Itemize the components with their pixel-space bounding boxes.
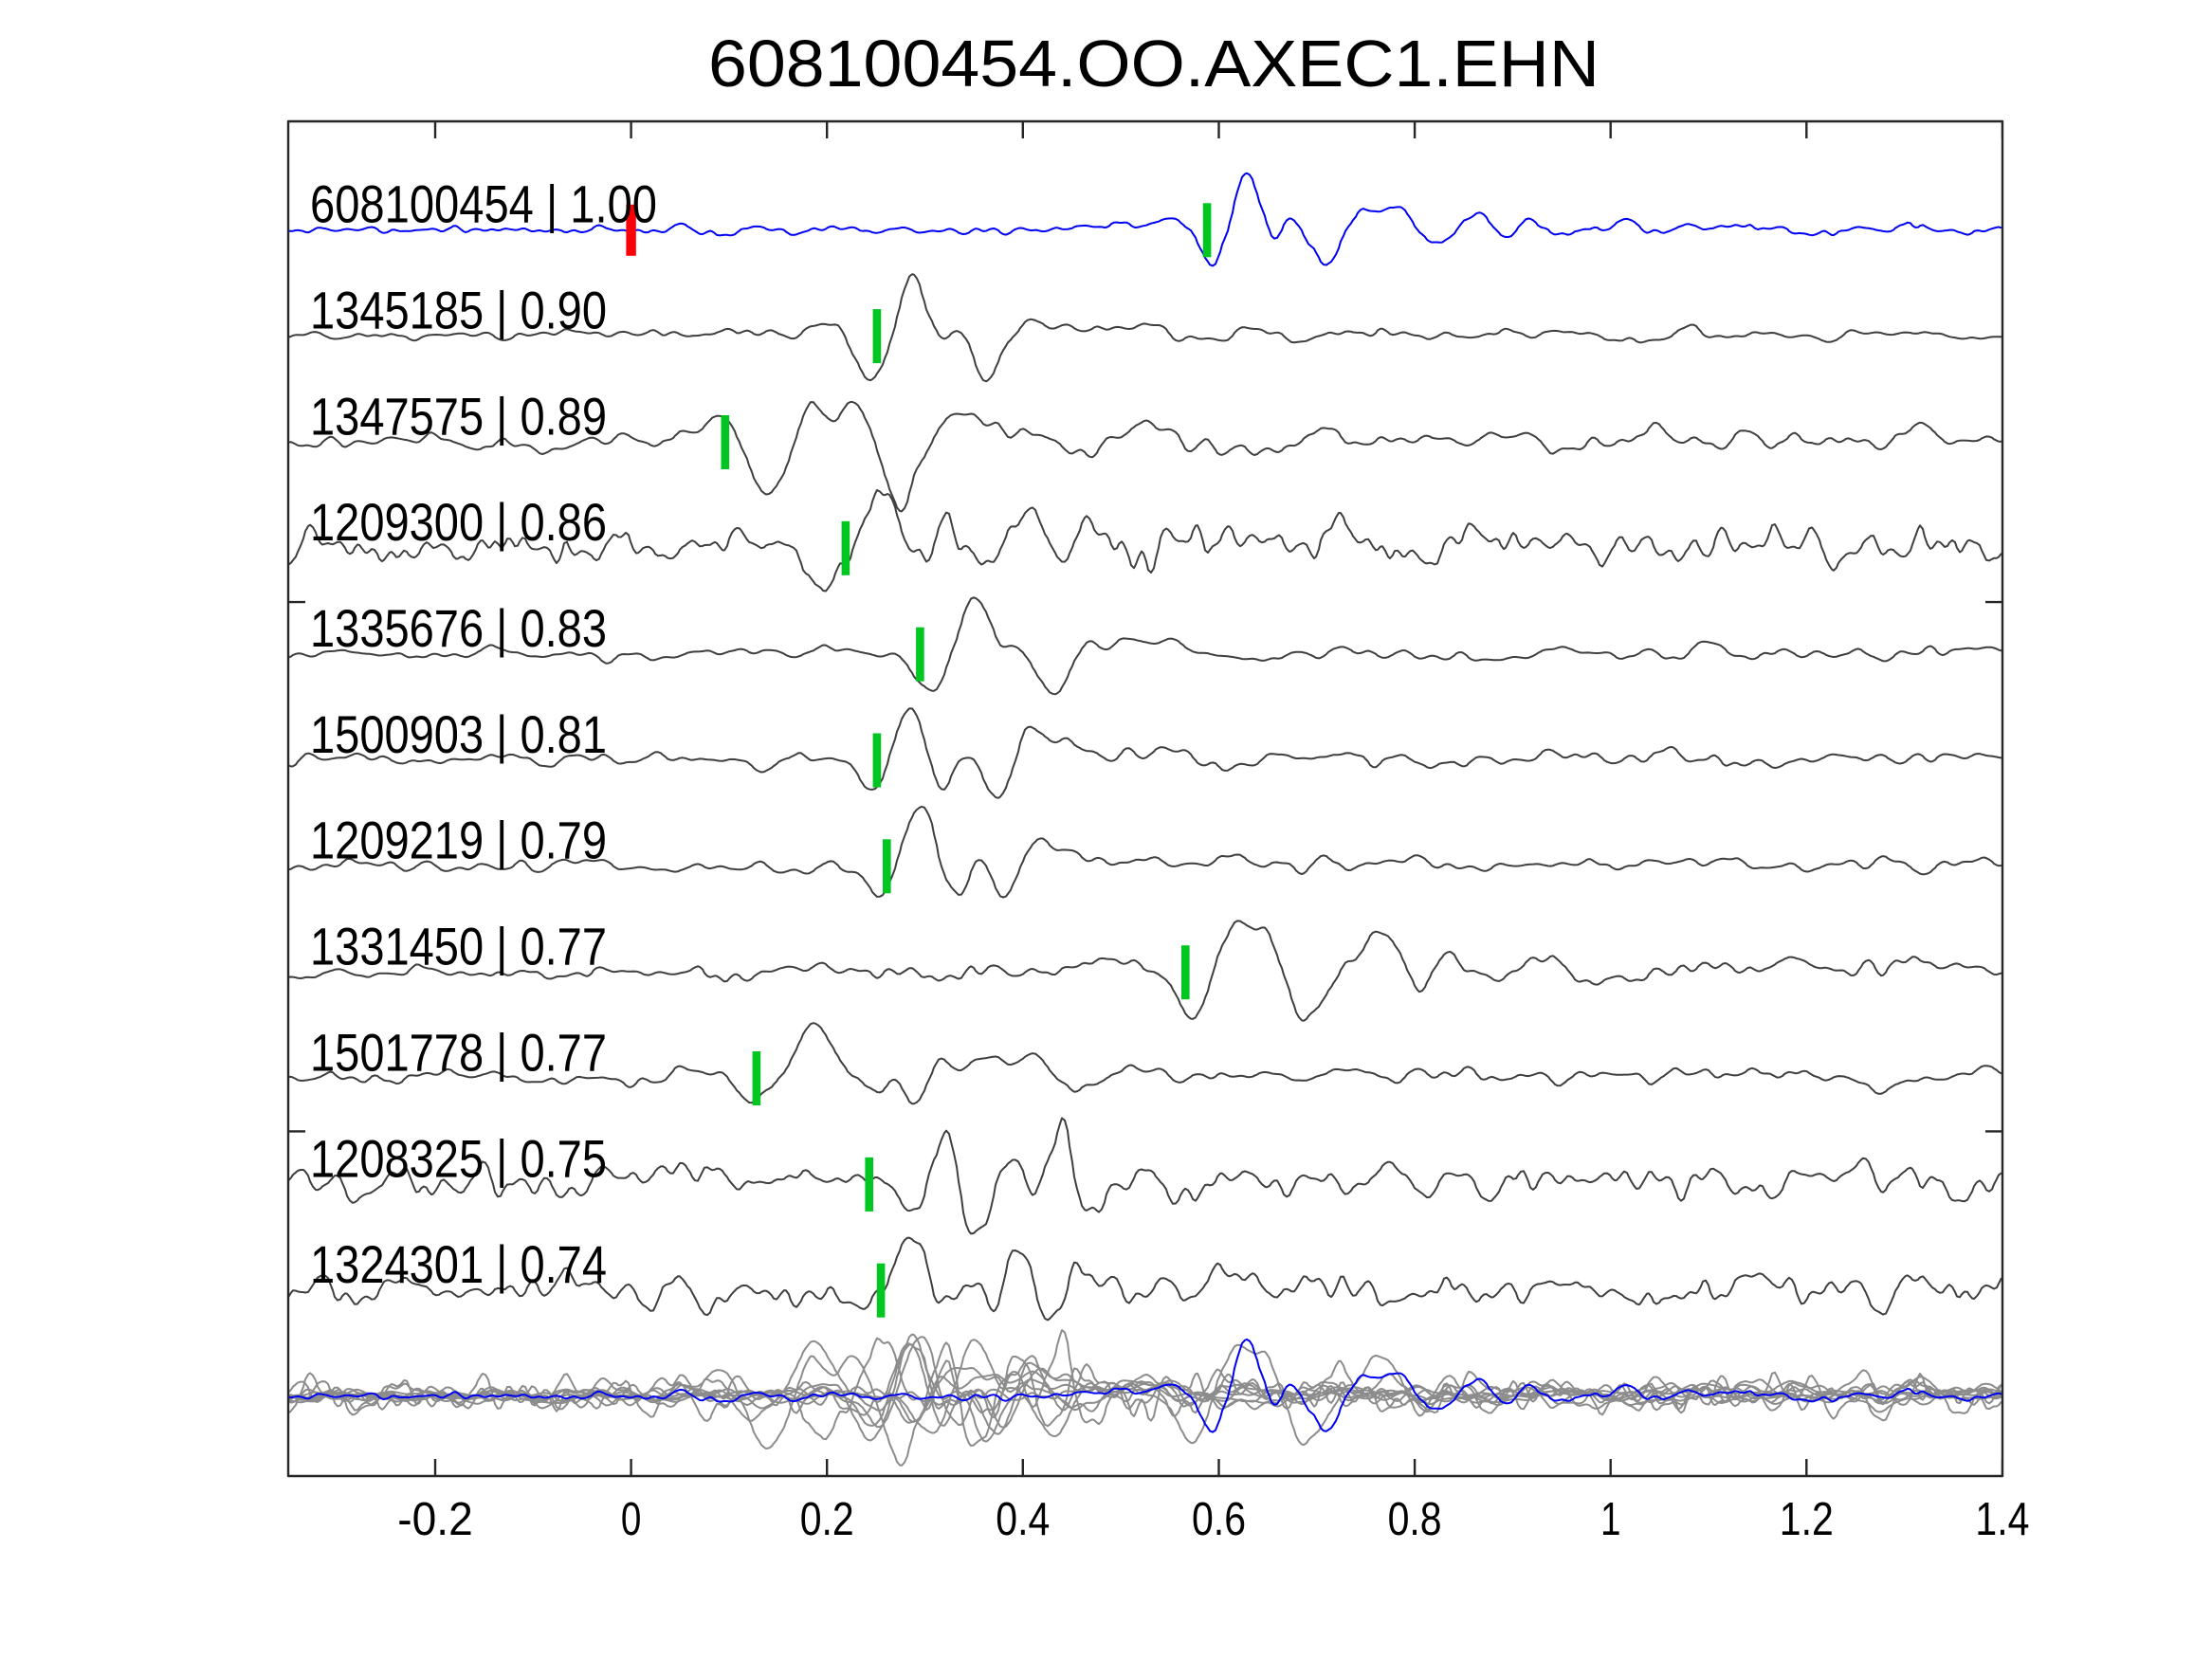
svg-text:608100454.OO.AXEC1.EHN: 608100454.OO.AXEC1.EHN: [708, 27, 1600, 100]
svg-text:1209219 | 0.79: 1209219 | 0.79: [310, 811, 607, 870]
svg-text:1: 1: [1600, 1494, 1621, 1545]
svg-text:1.2: 1.2: [1780, 1494, 1834, 1545]
svg-text:0.8: 0.8: [1388, 1494, 1442, 1545]
svg-text:1331450 | 0.77: 1331450 | 0.77: [310, 917, 607, 976]
svg-text:1345185 | 0.90: 1345185 | 0.90: [310, 281, 607, 340]
svg-text:0: 0: [621, 1494, 642, 1545]
svg-text:1208325 | 0.75: 1208325 | 0.75: [310, 1128, 607, 1188]
svg-text:1324301 | 0.74: 1324301 | 0.74: [310, 1234, 607, 1294]
svg-text:1209300 | 0.86: 1209300 | 0.86: [310, 492, 607, 552]
svg-text:1347575 | 0.89: 1347575 | 0.89: [310, 386, 607, 446]
svg-text:608100454 | 1.00: 608100454 | 1.00: [310, 174, 657, 234]
svg-text:1500903 | 0.81: 1500903 | 0.81: [310, 704, 607, 764]
svg-text:-0.2: -0.2: [397, 1494, 473, 1545]
svg-text:0.6: 0.6: [1192, 1494, 1246, 1545]
svg-text:1.4: 1.4: [1975, 1494, 2029, 1545]
svg-text:0.2: 0.2: [800, 1494, 854, 1545]
svg-text:0.4: 0.4: [996, 1494, 1050, 1545]
svg-text:1501778 | 0.77: 1501778 | 0.77: [310, 1022, 607, 1082]
svg-text:1335676 | 0.83: 1335676 | 0.83: [310, 598, 607, 658]
